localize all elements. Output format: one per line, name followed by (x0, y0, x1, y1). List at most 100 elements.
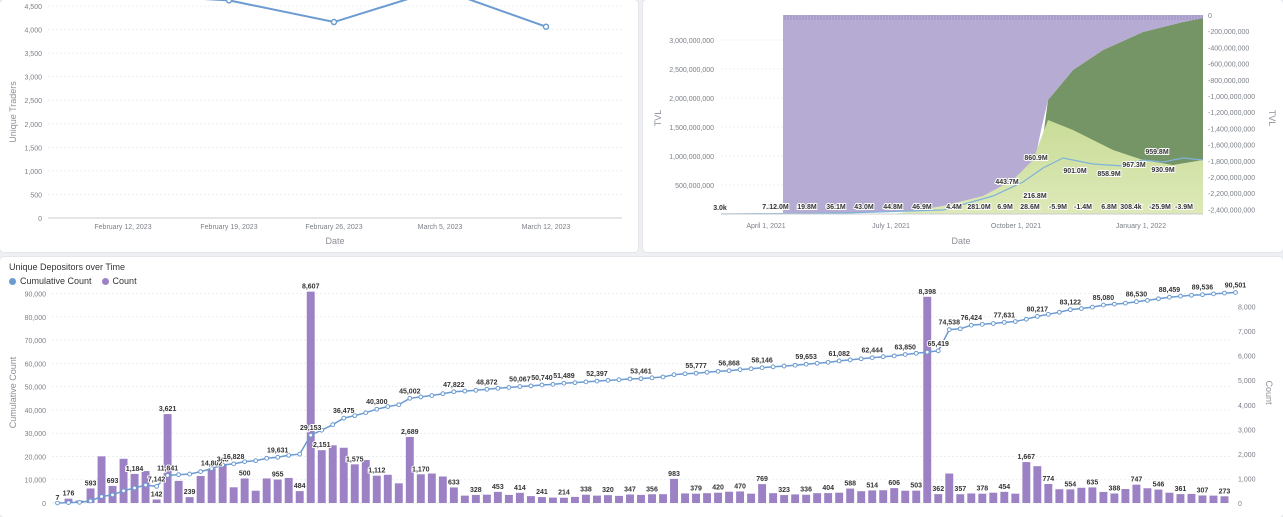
count-bar (791, 494, 799, 503)
count-label: 388 (1109, 485, 1121, 492)
y-left-tick-label: 10,000 (25, 478, 47, 485)
count-label: 323 (778, 487, 790, 494)
unique-depositors-chart: 010,00020,00030,00040,00050,00060,00070,… (0, 257, 1283, 517)
cumulative-point (617, 378, 621, 382)
cumulative-point (265, 456, 269, 460)
tvl-data-label: 216.8M (1023, 193, 1047, 200)
count-label: 338 (580, 487, 592, 494)
y-right-tick-label: 5,000 (1238, 378, 1256, 385)
cumulative-label: 83,122 (1060, 300, 1082, 307)
count-bar (659, 494, 667, 503)
cumulative-point (1212, 292, 1216, 296)
cumulative-point (463, 389, 467, 393)
count-label: 453 (492, 484, 504, 491)
cumulative-point (1013, 320, 1017, 324)
y-right-tick-label: -2,000,000,000 (1208, 175, 1255, 182)
count-label: 1,184 (126, 466, 144, 473)
cumulative-point (683, 372, 687, 376)
count-bar (274, 480, 282, 503)
count-bar (373, 476, 381, 503)
x-axis-title: Date (325, 236, 344, 246)
cumulative-point (1234, 291, 1238, 295)
y-right-tick-label: 0 (1208, 13, 1212, 20)
x-tick-label: March 12, 2023 (522, 224, 571, 231)
count-bar (307, 292, 315, 503)
cumulative-point (419, 395, 423, 399)
cumulative-point (298, 452, 302, 456)
cumulative-point (452, 390, 456, 394)
count-label: 693 (107, 478, 119, 485)
count-bar (428, 474, 436, 503)
tvl-chart: 500,000,0001,000,000,0001,500,000,0002,0… (643, 0, 1283, 252)
y-tick-label: 2,000 (24, 122, 42, 129)
tvl-data-label: 46.9M (912, 204, 932, 211)
count-bar (846, 489, 854, 503)
cumulative-point (727, 369, 731, 373)
count-bar (648, 494, 656, 503)
x-tick-label: February 26, 2023 (305, 224, 362, 231)
count-label: 554 (1065, 481, 1077, 488)
count-label: 357 (954, 486, 966, 493)
y-left-tick-label: 60,000 (25, 361, 47, 368)
cumulative-point (496, 386, 500, 390)
count-label: 8,398 (918, 289, 936, 296)
cumulative-point (276, 455, 280, 459)
count-bar (494, 492, 502, 503)
y-left-tick-label: 2,000,000,000 (669, 96, 714, 103)
count-bar (934, 494, 942, 503)
cumulative-point (133, 486, 137, 490)
y-left-tick-label: 90,000 (25, 292, 47, 299)
count-label: 955 (272, 472, 284, 479)
count-label: 635 (1087, 479, 1099, 486)
count-bar (164, 414, 172, 503)
cumulative-point (100, 495, 104, 499)
count-bar (593, 496, 601, 503)
traders-point (227, 0, 232, 3)
cumulative-point (1035, 314, 1039, 318)
count-bar (879, 490, 887, 503)
count-bar (1165, 493, 1173, 503)
tvl-data-label: 860.9M (1024, 155, 1048, 162)
cumulative-label: 63,850 (895, 344, 917, 351)
cumulative-point (716, 369, 720, 373)
y-tick-label: 3,000 (24, 75, 42, 82)
cumulative-point (166, 474, 170, 478)
count-bar (1121, 489, 1129, 503)
count-label: 500 (239, 470, 251, 477)
cumulative-point (859, 357, 863, 361)
count-label: 378 (976, 486, 988, 493)
y-left-tick-label: 1,000,000,000 (669, 154, 714, 161)
count-label: 362 (932, 486, 944, 493)
count-label: 241 (536, 489, 548, 496)
count-label: 1,575 (346, 456, 364, 463)
y-right-tick-label: 1,000 (1238, 476, 1256, 483)
y-right-tick-label: 4,000 (1238, 403, 1256, 410)
traders-point (544, 24, 549, 29)
cumulative-point (375, 407, 379, 411)
cumulative-point (650, 376, 654, 380)
x-tick-label: April 1, 2021 (746, 223, 785, 230)
tvl-data-label: -1.4M (1074, 204, 1092, 211)
cumulative-point (584, 380, 588, 384)
count-bar (1011, 494, 1019, 503)
x-tick-label: February 19, 2023 (200, 224, 257, 231)
count-bar (1221, 496, 1229, 503)
x-tick-label: February 12, 2023 (94, 224, 151, 231)
count-bar (1099, 492, 1107, 503)
count-label: 273 (1219, 488, 1231, 495)
cumulative-point (1079, 307, 1083, 311)
count-bar (252, 491, 260, 503)
count-bar (230, 487, 238, 503)
count-bar (362, 460, 370, 503)
y-right-axis-title: TVL (1267, 110, 1277, 127)
unique-traders-chart: 05001,0001,5002,0002,5003,0003,5004,0004… (0, 0, 638, 252)
tvl-data-label: -3.9M (1175, 204, 1193, 211)
count-bar (1022, 462, 1030, 503)
count-bar (483, 495, 491, 503)
tvl-data-label: -25.9M (1149, 204, 1171, 211)
count-bar (461, 496, 469, 503)
cumulative-point (1068, 308, 1072, 312)
cumulative-point (364, 411, 368, 415)
